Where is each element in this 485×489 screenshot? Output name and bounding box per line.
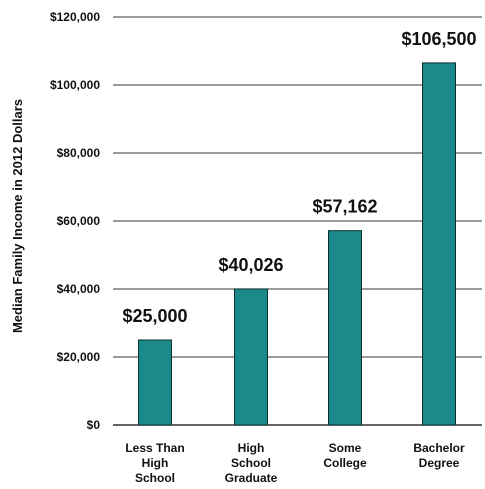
bar-value-label: $106,500 [401, 29, 476, 49]
y-axis-title: Median Family Income in 2012 Dollars [10, 99, 25, 333]
bars [138, 62, 456, 426]
y-tick-label: $0 [87, 418, 101, 432]
y-tick-label: $40,000 [57, 282, 101, 296]
x-tick-label: Less Than High School [125, 441, 184, 485]
bar [234, 288, 268, 426]
bar [328, 230, 362, 426]
bar-value-label: $25,000 [122, 306, 187, 326]
y-tick-label: $100,000 [50, 78, 100, 92]
x-tick-label: Some College [323, 441, 367, 470]
bar [422, 62, 456, 426]
grid-lines [113, 16, 482, 426]
x-tick-label: High School Graduate [225, 441, 278, 485]
y-tick-label: $80,000 [57, 146, 101, 160]
y-tick-label: $60,000 [57, 214, 101, 228]
x-axis-categories: Less Than High School High School Graduate Som… [125, 441, 465, 485]
bar [138, 339, 172, 426]
y-tick-label: $20,000 [57, 350, 101, 364]
data-labels: $25,000 $40,026 $57,162 $106,500 [122, 29, 476, 326]
y-axis-ticks: $0 $20,000 $40,000 $60,000 $80,000 $100,000 $1… [50, 10, 100, 432]
bar-value-label: $40,026 [218, 255, 283, 275]
x-tick-label: Bachelor Degree [413, 441, 465, 470]
bar-value-label: $57,162 [312, 197, 377, 217]
y-tick-label: $120,000 [50, 10, 100, 24]
